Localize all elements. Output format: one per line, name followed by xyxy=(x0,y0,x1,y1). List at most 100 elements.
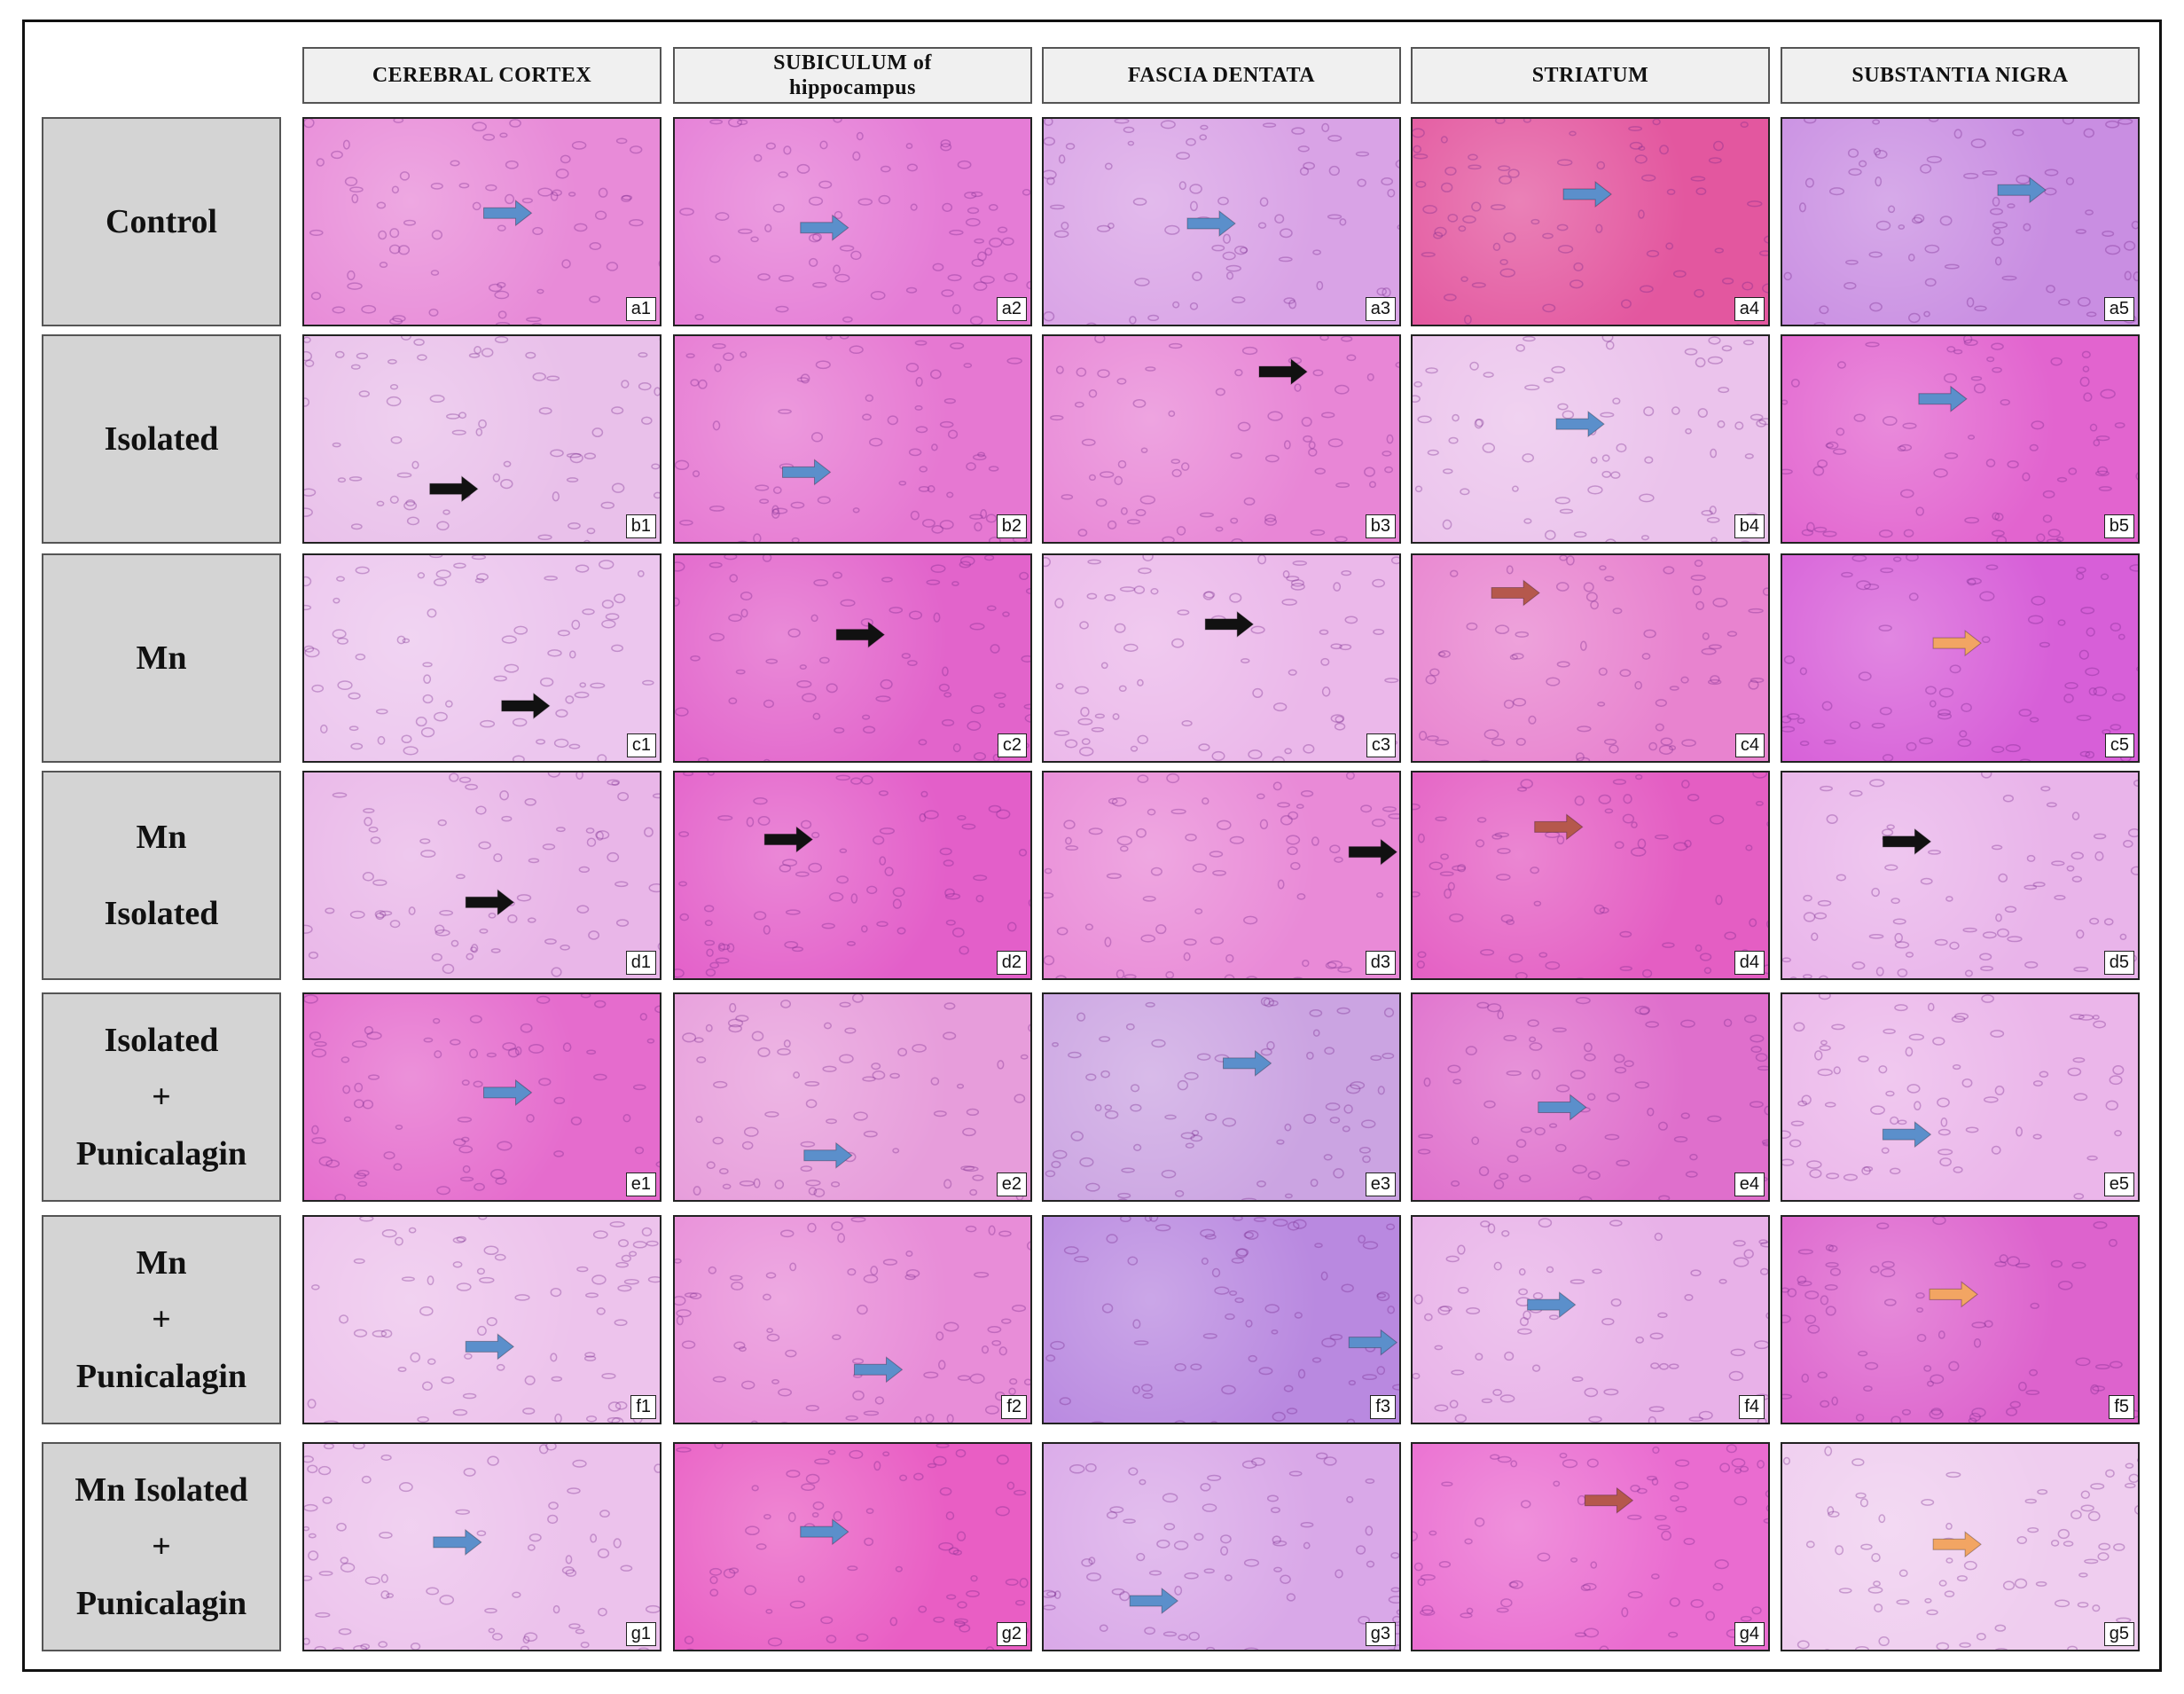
cell xyxy=(1968,1417,1977,1423)
cell xyxy=(1140,447,1148,453)
cell xyxy=(2019,758,2031,761)
cell xyxy=(1701,647,1717,655)
cell xyxy=(2004,906,2017,914)
cell xyxy=(1386,434,1394,444)
cell xyxy=(2093,1221,2108,1229)
cell xyxy=(1241,1460,1257,1469)
cell xyxy=(1309,1009,1323,1017)
cell xyxy=(1878,624,1892,631)
cell xyxy=(1468,164,1482,170)
cell xyxy=(862,413,872,421)
cell xyxy=(1971,1408,1986,1418)
cell xyxy=(1963,1560,1977,1571)
cell xyxy=(774,1180,785,1189)
cell xyxy=(1557,245,1574,254)
cell xyxy=(1604,1133,1620,1141)
cell xyxy=(1649,1332,1663,1340)
cell xyxy=(1612,397,1621,405)
cell xyxy=(695,1116,703,1124)
cell xyxy=(1381,177,1394,186)
micrograph: a1 xyxy=(302,117,661,326)
cell xyxy=(1321,1337,1336,1348)
cell xyxy=(1916,1306,1924,1313)
cell xyxy=(1610,1298,1622,1307)
cell xyxy=(1562,1459,1578,1469)
cell xyxy=(1906,1084,1921,1094)
cell xyxy=(1376,891,1384,898)
arrow xyxy=(1204,610,1255,638)
arrow xyxy=(433,1528,482,1556)
cell xyxy=(1707,1115,1722,1123)
cell xyxy=(509,119,521,128)
cell xyxy=(1493,1179,1505,1190)
cell xyxy=(862,1076,876,1082)
cell xyxy=(1939,1157,1952,1167)
cell xyxy=(1014,1094,1026,1103)
cell xyxy=(1282,569,1290,579)
cell xyxy=(1824,1102,1836,1108)
cell xyxy=(1303,1113,1317,1125)
cell xyxy=(1652,119,1661,126)
cell xyxy=(1339,218,1347,226)
cell xyxy=(1695,357,1706,368)
row-header-line: Punicalagin xyxy=(75,1358,247,1395)
cell xyxy=(396,472,412,478)
cell xyxy=(1860,1543,1873,1550)
cell xyxy=(1260,997,1271,1007)
cell xyxy=(931,525,944,534)
cell xyxy=(601,600,614,609)
cell xyxy=(1171,638,1185,648)
cell xyxy=(1637,838,1647,850)
cell xyxy=(811,232,822,242)
cell xyxy=(1728,1370,1744,1382)
cell xyxy=(1084,923,1093,931)
panel-label: g2 xyxy=(996,1622,1027,1646)
cell xyxy=(1989,208,2004,216)
cell xyxy=(808,196,824,206)
cell xyxy=(570,1116,583,1125)
cell xyxy=(1429,668,1440,677)
cell xyxy=(799,664,807,670)
panel-label: c1 xyxy=(626,733,656,757)
cell xyxy=(1315,1452,1328,1460)
panel-label: g4 xyxy=(1734,1622,1765,1646)
cell xyxy=(562,1042,572,1052)
cell xyxy=(471,944,479,953)
cell xyxy=(422,1381,433,1392)
cell xyxy=(1803,912,1816,922)
cell xyxy=(1757,1065,1768,1071)
cell xyxy=(952,1549,962,1556)
cell xyxy=(1026,1241,1030,1251)
cell xyxy=(1078,747,1094,757)
cell xyxy=(1145,1001,1155,1008)
cell xyxy=(1982,169,1998,176)
cell xyxy=(441,1376,455,1384)
cell xyxy=(1553,1480,1561,1487)
cell xyxy=(1006,1481,1015,1490)
cell xyxy=(1622,813,1635,824)
cell xyxy=(1803,894,1812,902)
cell xyxy=(381,1229,397,1238)
cell xyxy=(1523,336,1536,342)
cell xyxy=(996,1455,1009,1465)
cell xyxy=(1177,609,1190,616)
cell xyxy=(611,482,625,493)
cell xyxy=(2133,1505,2138,1515)
cell xyxy=(1789,1139,1802,1148)
cell xyxy=(778,1388,793,1397)
cell xyxy=(614,881,629,888)
cell xyxy=(1882,1260,1895,1268)
cell xyxy=(1274,214,1285,224)
column-header: SUBICULUM of hippocampus xyxy=(673,47,1032,104)
cell xyxy=(771,505,779,515)
cell xyxy=(693,1186,701,1196)
cell xyxy=(1512,485,1519,492)
cell xyxy=(1556,159,1573,167)
cell xyxy=(1155,924,1167,935)
cell xyxy=(779,864,792,873)
cell xyxy=(1203,1568,1215,1574)
cell xyxy=(912,1043,927,1053)
cell xyxy=(1366,373,1374,381)
cell xyxy=(675,1258,682,1264)
cell xyxy=(1225,953,1234,963)
